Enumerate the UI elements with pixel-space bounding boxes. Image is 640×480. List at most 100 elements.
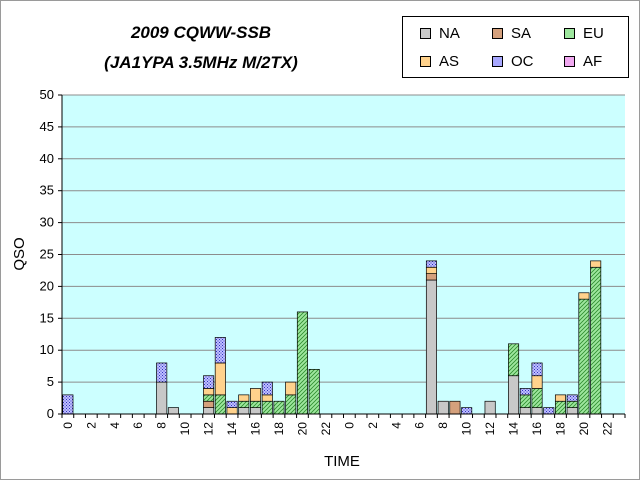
bar-na-15 [238, 407, 250, 415]
bar-as-15 [238, 394, 250, 402]
bar-na-38 [508, 375, 520, 415]
x-tick-label: 20 [577, 422, 591, 436]
x-tick-label: 18 [272, 422, 286, 436]
x-tick-label: 0 [61, 422, 75, 429]
legend-label-na: NA [439, 25, 460, 42]
bar-eu-13 [214, 394, 226, 415]
x-tick-label: 18 [553, 422, 567, 436]
bar-eu-45 [590, 266, 602, 415]
y-tick-label: 50 [40, 87, 54, 102]
x-tick-label: 12 [202, 422, 216, 436]
legend-label-oc: OC [511, 53, 534, 70]
bar-eu-15 [238, 400, 250, 408]
x-axis-label: TIME [324, 453, 360, 470]
bar-oc-0 [62, 394, 74, 415]
bar-as-16 [250, 388, 262, 402]
y-tick-label: 20 [40, 278, 54, 293]
x-tick-label: 16 [530, 422, 544, 436]
x-tick-label: 6 [131, 422, 145, 429]
bar-as-13 [214, 362, 226, 396]
x-tick-label: 12 [483, 422, 497, 436]
bar-eu-17 [261, 400, 273, 415]
bar-oc-40 [531, 362, 543, 377]
y-tick-label: 5 [47, 374, 54, 389]
bar-oc-17 [261, 381, 273, 396]
bar-as-14 [226, 407, 238, 415]
bar-na-8 [156, 381, 168, 415]
bar-eu-43 [566, 400, 578, 408]
y-tick-label: 40 [40, 151, 54, 166]
bar-na-40 [531, 407, 543, 415]
bar-oc-34 [461, 407, 473, 415]
x-tick-label: 8 [436, 422, 450, 429]
bar-oc-41 [543, 407, 555, 415]
legend-swatch-as [420, 56, 431, 67]
x-tick-label: 2 [366, 422, 380, 429]
bar-sa-33 [449, 400, 461, 415]
bar-oc-8 [156, 362, 168, 383]
bar-na-16 [250, 407, 262, 415]
bar-oc-31 [425, 260, 437, 268]
legend-swatch-sa [492, 28, 503, 39]
bar-as-44 [578, 292, 590, 300]
legend-label-sa: SA [511, 25, 532, 42]
bar-eu-18 [273, 400, 285, 415]
bar-na-39 [519, 407, 531, 415]
legend-label-af: AF [583, 53, 603, 70]
bar-eu-40 [531, 388, 543, 408]
x-tick-label: 22 [319, 422, 333, 436]
x-tick-label: 22 [600, 422, 614, 436]
legend-label-as: AS [439, 53, 460, 70]
bar-eu-16 [250, 400, 262, 408]
bar-oc-12 [203, 375, 215, 389]
bar-as-19 [285, 381, 297, 396]
bar-na-12 [203, 407, 215, 415]
legend-swatch-eu [564, 28, 575, 39]
x-tick-label: 6 [413, 422, 427, 429]
legend-swatch-af [564, 56, 575, 67]
bar-eu-19 [285, 394, 297, 415]
bar-oc-43 [566, 394, 578, 402]
y-tick-label: 35 [40, 183, 54, 198]
y-tick-label: 25 [40, 247, 54, 262]
y-axis-label: QSO [11, 237, 28, 270]
bar-eu-20 [296, 311, 308, 415]
bar-as-12 [203, 388, 215, 396]
bar-as-45 [590, 260, 602, 268]
legend-swatch-oc [492, 56, 503, 67]
bar-eu-38 [508, 343, 520, 377]
bar-oc-39 [519, 388, 531, 396]
bar-as-40 [531, 375, 543, 389]
bar-oc-13 [214, 337, 226, 364]
bar-as-31 [425, 266, 437, 274]
x-tick-label: 10 [178, 422, 192, 436]
legend-label-eu: EU [583, 25, 604, 42]
bar-as-42 [554, 394, 567, 402]
y-tick-label: 0 [47, 406, 54, 421]
bar-as-17 [261, 394, 273, 402]
legend: NA SA EU AS OC AF [402, 16, 629, 78]
y-tick-label: 15 [40, 310, 54, 325]
chart-title-line2: (JA1YPA 3.5MHz M/2TX) [104, 53, 298, 72]
bar-eu-44 [578, 298, 590, 415]
x-tick-label: 16 [249, 422, 263, 436]
x-tick-label: 4 [389, 422, 403, 429]
y-tick-label: 30 [40, 215, 54, 230]
bar-na-36 [484, 400, 496, 415]
bar-na-31 [425, 279, 437, 415]
bar-eu-42 [554, 400, 567, 415]
bar-eu-21 [308, 368, 320, 415]
bar-na-32 [437, 400, 449, 415]
bar-sa-12 [203, 400, 215, 408]
bar-na-43 [566, 407, 578, 415]
y-tick-label: 10 [40, 342, 54, 357]
bar-eu-39 [519, 394, 531, 408]
x-tick-label: 4 [108, 422, 122, 429]
x-tick-label: 10 [460, 422, 474, 436]
x-tick-label: 0 [342, 422, 356, 429]
x-tick-label: 14 [507, 422, 521, 436]
chart-title-line1: 2009 CQWW-SSB [130, 23, 272, 42]
x-tick-label: 20 [295, 422, 309, 436]
x-tick-label: 14 [225, 422, 239, 436]
